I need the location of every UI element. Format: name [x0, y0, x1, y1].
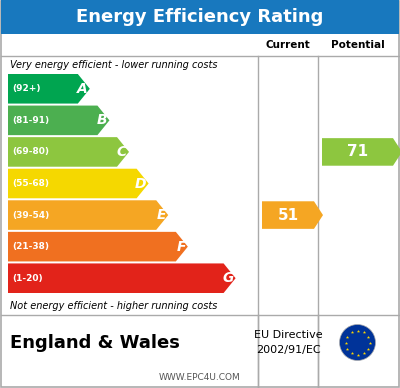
Text: Very energy efficient - lower running costs: Very energy efficient - lower running co… — [10, 60, 218, 70]
Polygon shape — [8, 137, 129, 167]
Circle shape — [340, 324, 376, 360]
Bar — [320, 317, 395, 368]
Text: England & Wales: England & Wales — [10, 334, 180, 352]
Text: (39-54): (39-54) — [12, 211, 49, 220]
Polygon shape — [262, 201, 323, 229]
Text: Potential: Potential — [331, 40, 384, 50]
Text: (21-38): (21-38) — [12, 242, 49, 251]
Polygon shape — [8, 200, 168, 230]
Text: B: B — [97, 113, 108, 127]
Text: F: F — [176, 240, 186, 254]
Text: G: G — [222, 271, 234, 285]
Text: Energy Efficiency Rating: Energy Efficiency Rating — [76, 8, 324, 26]
Text: (1-20): (1-20) — [12, 274, 43, 283]
Text: (55-68): (55-68) — [12, 179, 49, 188]
Polygon shape — [8, 106, 110, 135]
Polygon shape — [8, 263, 236, 293]
Text: Not energy efficient - higher running costs: Not energy efficient - higher running co… — [10, 301, 217, 311]
Bar — [1, 0, 399, 34]
Text: (81-91): (81-91) — [12, 116, 49, 125]
Polygon shape — [8, 74, 90, 104]
Text: C: C — [117, 145, 127, 159]
Text: 51: 51 — [278, 208, 298, 223]
Text: 71: 71 — [347, 144, 368, 159]
Text: D: D — [135, 177, 147, 191]
Text: (92+): (92+) — [12, 84, 40, 93]
Text: EU Directive
2002/91/EC: EU Directive 2002/91/EC — [254, 331, 322, 355]
Text: A: A — [77, 82, 88, 96]
Polygon shape — [8, 169, 149, 198]
Text: E: E — [157, 208, 166, 222]
Text: WWW.EPC4U.COM: WWW.EPC4U.COM — [159, 374, 241, 383]
Text: Current: Current — [266, 40, 310, 50]
Polygon shape — [322, 138, 400, 166]
Text: (69-80): (69-80) — [12, 147, 49, 156]
Polygon shape — [8, 232, 188, 262]
